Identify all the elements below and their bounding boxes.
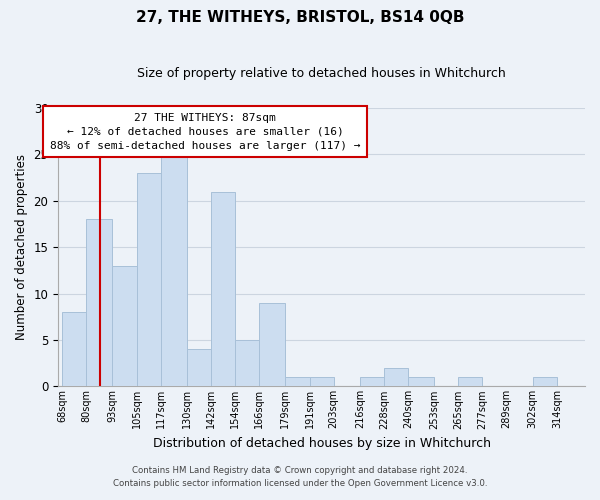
Bar <box>259 303 286 386</box>
Bar <box>458 377 482 386</box>
Bar <box>310 377 334 386</box>
Bar <box>62 312 86 386</box>
Text: 27, THE WITHEYS, BRISTOL, BS14 0QB: 27, THE WITHEYS, BRISTOL, BS14 0QB <box>136 10 464 25</box>
X-axis label: Distribution of detached houses by size in Whitchurch: Distribution of detached houses by size … <box>152 437 491 450</box>
Bar <box>360 377 384 386</box>
Bar <box>112 266 137 386</box>
Bar <box>408 377 434 386</box>
Bar <box>211 192 235 386</box>
Text: Contains HM Land Registry data © Crown copyright and database right 2024.
Contai: Contains HM Land Registry data © Crown c… <box>113 466 487 487</box>
Bar <box>86 220 112 386</box>
Y-axis label: Number of detached properties: Number of detached properties <box>15 154 28 340</box>
Bar <box>384 368 408 386</box>
Bar <box>235 340 259 386</box>
Bar <box>137 173 161 386</box>
Bar <box>533 377 557 386</box>
Bar <box>161 154 187 386</box>
Bar <box>187 350 211 387</box>
Title: Size of property relative to detached houses in Whitchurch: Size of property relative to detached ho… <box>137 68 506 80</box>
Bar <box>286 377 310 386</box>
Text: 27 THE WITHEYS: 87sqm
← 12% of detached houses are smaller (16)
88% of semi-deta: 27 THE WITHEYS: 87sqm ← 12% of detached … <box>50 112 360 150</box>
